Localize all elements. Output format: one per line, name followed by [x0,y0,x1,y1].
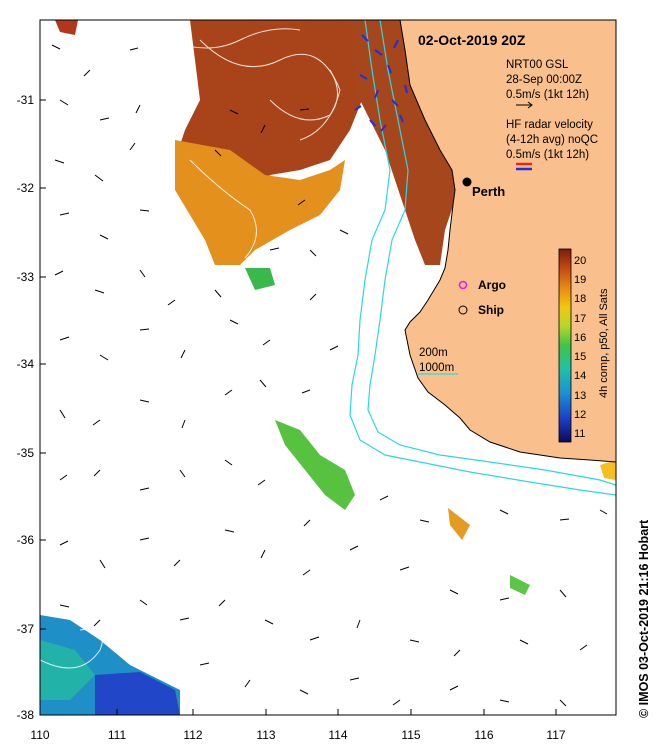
legend-gsl-title: NRT00 GSL [506,59,569,71]
plot-frame [39,19,617,716]
lat-label: -38 [16,708,34,722]
velocity-arrows [51,44,608,707]
sst-south-teal [40,640,95,700]
legend-gsl-time: 28-Sep 00:00Z [506,74,583,86]
lon-label: 114 [328,728,348,742]
ship-label: Ship [478,303,504,317]
lon-label: 116 [474,728,494,742]
lat-label: -32 [16,181,34,195]
colorbar-tick: 16 [574,332,587,344]
ssh-contours [40,28,341,669]
credit-text: © IMOS 03-Oct-2019 21:16 Hobart [637,519,651,718]
colorbar-tick: 13 [574,390,587,402]
lon-label: 115 [401,728,421,742]
sst-mid-orange [175,140,345,265]
sst-green-patch2 [275,420,355,510]
lat-label: -35 [16,446,34,460]
sst-patches [40,20,616,715]
legend-hf-title: HF radar velocity [506,119,593,131]
lat-label: -33 [16,270,34,284]
colorbar-tick: 12 [574,409,587,421]
bathymetry-contours [349,20,616,496]
sst-north-red [55,20,78,35]
lon-label: 110 [30,728,50,742]
colorbar-tick: 14 [574,370,587,382]
lat-label: -31 [16,93,34,107]
sst-coastal [350,20,460,265]
city-label-perth: Perth [472,184,506,199]
colorbar-tick: 20 [574,255,587,267]
colorbar-tick: 17 [574,313,587,325]
hf-radar-vectors [354,34,408,132]
argo-marker [458,280,468,290]
argo-label: Argo [478,278,506,292]
colorbar-tick: 19 [574,274,587,286]
colorbar-tick: 15 [574,351,587,363]
colorbar [558,248,572,443]
perth-marker [462,177,472,187]
axis-ticks [40,99,557,715]
lon-label: 111 [107,728,127,742]
sst-south-blue [95,672,180,715]
gsl-scale-arrow [516,101,533,109]
lat-label: -36 [16,533,34,547]
sst-green-small [510,575,530,595]
lon-label: 117 [546,728,566,742]
colorbar-tick: 18 [574,293,587,305]
lat-label: -34 [16,357,34,371]
legend-hf-scale: 0.5m/s (1kt 12h) [506,149,590,161]
contour-label-1000m: 1000m [419,362,455,374]
legend-gsl-scale: 0.5m/s (1kt 12h) [506,89,590,101]
sst-orange-small [448,508,470,540]
contour-label-200m: 200m [419,347,448,359]
legend-hf-avg: (4-12h avg) noQC [506,134,599,146]
colorbar-title: 4h comp, p50, All Sats [598,288,610,398]
sst-yellow-small [600,460,616,480]
map-title: 02-Oct-2019 20Z [418,32,526,48]
lat-label: -37 [16,622,34,636]
lon-label: 113 [256,728,276,742]
ship-marker [458,305,468,315]
colorbar-tick: 11 [574,428,586,440]
lon-label: 112 [183,728,203,742]
sst-green-patch1 [245,268,275,290]
